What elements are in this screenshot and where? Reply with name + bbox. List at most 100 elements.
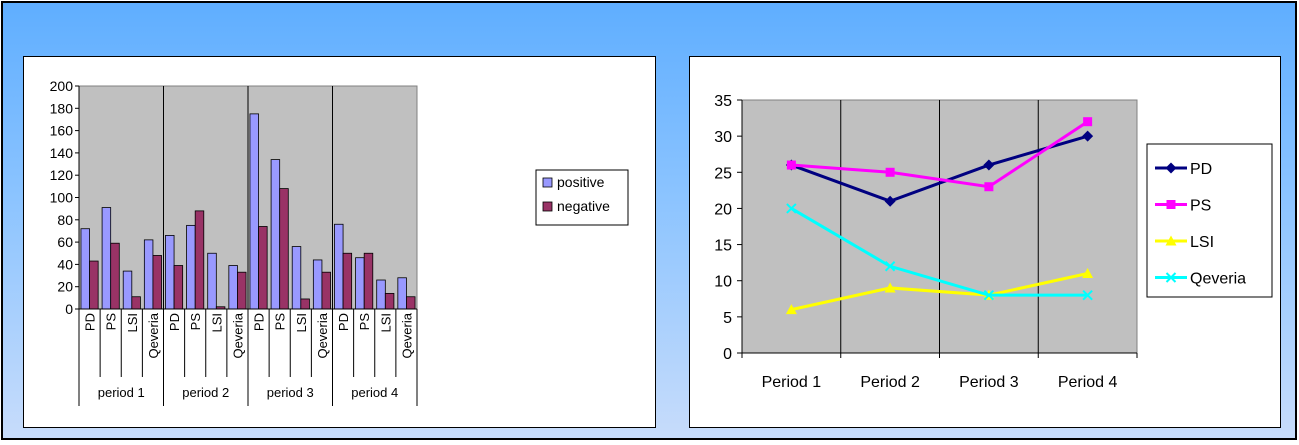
group-label: period 2	[182, 385, 229, 400]
bar-positive-period-1-LSI	[122, 270, 133, 310]
bar-positive-period-1-Qeveria	[143, 239, 154, 310]
legend-swatch-negative	[542, 201, 553, 212]
category-label: PS	[357, 313, 372, 331]
bar-negative-period-2-PS	[194, 210, 205, 310]
bar-positive-period-1-PD	[80, 228, 90, 310]
legend-marker-Qeveria	[1165, 272, 1177, 283]
bar-negative-period-1-PD	[89, 260, 99, 310]
y-tick-label: 5	[723, 310, 732, 327]
point-PS-3	[984, 182, 994, 192]
legend-marker-PD	[1165, 162, 1177, 174]
series-line-PS	[791, 120, 1089, 189]
legend-marker-PS	[1166, 200, 1176, 209]
category-label: PD	[83, 313, 98, 331]
legend-swatch-positive	[542, 177, 553, 188]
point-PS-4	[1083, 117, 1093, 127]
group-label: period 3	[267, 385, 314, 400]
group-label: period 1	[98, 385, 145, 400]
legend-label-positive: positive	[557, 174, 605, 190]
y-tick-label: 60	[57, 234, 73, 250]
y-tick-label: 100	[50, 190, 74, 206]
series-line-PD	[790, 134, 1089, 203]
bar-positive-period-1-PS	[101, 207, 112, 310]
bar-negative-period-4-LSI	[384, 292, 395, 310]
bar-negative-period-4-Qeveria	[406, 296, 416, 310]
y-tick-label: 160	[50, 123, 74, 139]
point-PS-2	[885, 167, 895, 177]
y-tick-label: 0	[65, 301, 73, 317]
y-tick-label: 20	[714, 201, 732, 218]
category-label: Qeveria	[399, 312, 414, 358]
bar-positive-period-4-PD	[334, 223, 344, 310]
bar-positive-period-3-LSI	[291, 246, 302, 310]
bar-positive-period-3-Qeveria	[312, 259, 323, 310]
y-tick-label: 25	[714, 165, 732, 182]
bar-positive-period-2-Qeveria	[228, 265, 238, 310]
bar-positive-period-4-PS	[355, 257, 365, 310]
x-tick-label: Period 2	[860, 374, 920, 391]
x-tick-label: Period 3	[959, 374, 1019, 391]
category-label: LSI	[294, 313, 309, 333]
bar-negative-period-3-PD	[258, 226, 268, 310]
series-line-Qeveria	[790, 207, 1088, 297]
series-line-LSI	[791, 272, 1088, 312]
bar-positive-period-3-PS	[270, 159, 281, 310]
legend-label-PS: PS	[1190, 198, 1211, 215]
bar-negative-period-3-PS	[279, 188, 289, 310]
y-tick-label: 30	[714, 129, 732, 146]
category-label: LSI	[378, 313, 393, 333]
bar-chart: 0 20 40 60 80 100 120 140 160 180 200 PD PS LSI Qeveri…	[50, 78, 629, 406]
legend-label-Qeveria: Qeveria	[1190, 271, 1246, 288]
y-tick-label: 35	[714, 93, 732, 110]
point-Qeveria-1	[786, 203, 797, 214]
point-PD-4	[1082, 130, 1094, 142]
category-label: PD	[167, 313, 182, 331]
bar-chart-panel: 0 20 40 60 80 100 120 140 160 180 200 PD PS LSI Qeveri…	[23, 56, 656, 428]
y-tick-label: 15	[714, 238, 732, 255]
category-label: PS	[188, 313, 203, 331]
y-tick-label: 40	[57, 256, 73, 272]
legend-label-LSI: LSI	[1190, 234, 1214, 251]
group-label: period 4	[351, 385, 398, 400]
line-chart-panel: 0 5 10 15 20 25 30 35 Period 1 Period 2 Period 3 Pe…	[689, 56, 1281, 428]
category-label: PS	[104, 313, 119, 331]
category-label: Qeveria	[315, 312, 330, 358]
y-tick-label: 180	[50, 100, 74, 116]
category-label: Qeveria	[146, 312, 161, 358]
bar-negative-period-2-Qeveria	[237, 271, 247, 310]
bar-negative-period-1-LSI	[131, 296, 141, 310]
bar-positive-period-2-PD	[165, 235, 175, 310]
bar-positive-period-3-PD	[249, 113, 259, 310]
bar-negative-period-4-PD	[342, 252, 353, 310]
y-tick-label: 0	[723, 346, 732, 363]
y-tick-label: 20	[57, 279, 73, 295]
bar-negative-period-1-PS	[110, 242, 120, 310]
category-label: Qeveria	[230, 312, 245, 358]
point-Qeveria-2	[884, 261, 896, 272]
legend-marker-LSI	[1165, 235, 1177, 246]
category-label: PS	[273, 313, 288, 331]
point-PD-2	[884, 195, 896, 207]
category-label: LSI	[209, 313, 224, 333]
bar-positive-period-2-LSI	[207, 252, 217, 310]
point-PS-1	[786, 160, 796, 170]
point-LSI-1	[785, 304, 797, 315]
bar-positive-period-4-LSI	[376, 279, 386, 310]
x-tick-label: Period 1	[762, 374, 822, 391]
point-PD-3	[983, 159, 995, 171]
y-tick-label: 140	[50, 145, 74, 161]
category-label: LSI	[125, 313, 140, 333]
point-LSI-2	[884, 282, 896, 293]
line-chart: 0 5 10 15 20 25 30 35 Period 1 Period 2 Period 3 Pe…	[714, 93, 1273, 391]
y-tick-label: 80	[57, 212, 73, 228]
y-tick-label: 120	[50, 167, 74, 183]
point-Qeveria-3	[983, 289, 995, 301]
y-tick-label: 10	[714, 274, 732, 291]
point-LSI-4	[1082, 267, 1094, 278]
bar-positive-period-4-Qeveria	[397, 277, 407, 310]
x-tick-label: Period 4	[1058, 374, 1118, 391]
legend-label-PD: PD	[1190, 161, 1212, 178]
legend-label-negative: negative	[557, 198, 610, 214]
bar-positive-period-2-PS	[186, 224, 196, 310]
